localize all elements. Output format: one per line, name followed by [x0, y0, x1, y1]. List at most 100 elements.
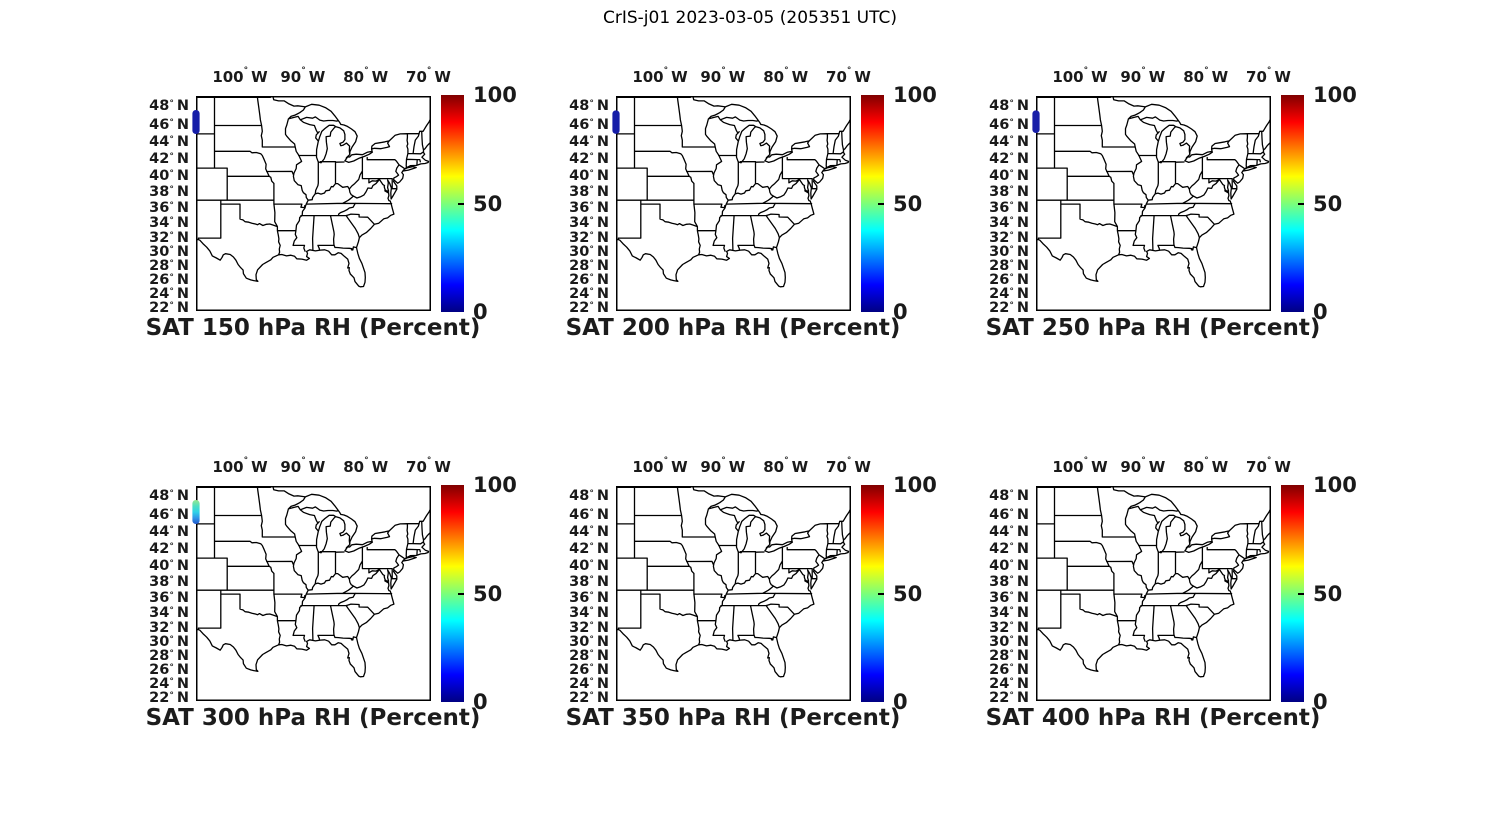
- map-frame: [616, 96, 851, 311]
- lat-tick-label: 24° N: [149, 676, 189, 693]
- lat-tick-label: 36° N: [569, 199, 609, 216]
- colorbar-label-100: 100: [473, 83, 517, 107]
- us-states-map: [192, 96, 431, 311]
- rh-data-swath: [1032, 110, 1040, 133]
- lon-tick-label: 80° W: [763, 456, 809, 476]
- lat-tick-label: 40° N: [989, 167, 1029, 184]
- colorbar-jet: [1281, 95, 1304, 312]
- lat-tick-label: 22° N: [569, 689, 609, 706]
- panel-title: SAT 250 hPa RH (Percent): [985, 315, 1321, 341]
- panel-title: SAT 200 hPa RH (Percent): [565, 315, 901, 341]
- us-states-map: [192, 486, 431, 701]
- colorbar-label-0: 0: [1313, 690, 1328, 714]
- lat-tick-label: 36° N: [149, 589, 189, 606]
- panel-sat-200hpa: 100° W 90° W 80° W 70° W 48° N 46° N 44° N 42° N 40° N 38°…: [566, 66, 937, 341]
- lat-tick-label: 32° N: [149, 229, 189, 246]
- lon-tick-label: 70° W: [826, 66, 871, 86]
- lon-tick-label: 90° W: [280, 456, 326, 476]
- lon-tick-label: 80° W: [763, 66, 809, 86]
- panel-sat-300hpa: 100° W 90° W 80° W 70° W 48° N 46° N 44° N 42° N 40° N 38°…: [146, 456, 517, 731]
- colorbar-label-0: 0: [893, 690, 908, 714]
- lat-tick-label: 48° N: [569, 98, 609, 115]
- lat-tick-label: 48° N: [989, 488, 1029, 505]
- lat-tick-label: 42° N: [989, 151, 1029, 168]
- colorbar-tick-50: [1298, 593, 1304, 595]
- lon-tick-label: 70° W: [826, 456, 871, 476]
- lon-tick-label: 80° W: [343, 456, 389, 476]
- lat-tick-label: 36° N: [989, 199, 1029, 216]
- lat-tick-label: 22° N: [149, 689, 189, 706]
- lat-tick-label: 42° N: [149, 541, 189, 558]
- colorbar-label-50: 50: [893, 191, 923, 216]
- lon-tick-label: 100° W: [212, 66, 268, 86]
- lat-tick-label: 30° N: [149, 244, 189, 261]
- panel-title: SAT 400 hPa RH (Percent): [985, 705, 1321, 731]
- colorbar-label-0: 0: [473, 690, 488, 714]
- lat-tick-label: 28° N: [989, 648, 1029, 665]
- lat-tick-label: 38° N: [149, 573, 189, 590]
- lat-tick-label: 24° N: [989, 286, 1029, 303]
- lat-tick-label: 42° N: [989, 541, 1029, 558]
- lat-tick-label: 34° N: [569, 604, 609, 621]
- lat-tick-label: 46° N: [149, 506, 189, 523]
- colorbar-label-0: 0: [893, 300, 908, 324]
- lat-tick-label: 42° N: [569, 151, 609, 168]
- lat-tick-label: 24° N: [149, 286, 189, 303]
- lat-tick-label: 38° N: [149, 183, 189, 200]
- lon-tick-label: 100° W: [1052, 66, 1108, 86]
- colorbar-jet: [441, 95, 464, 312]
- lon-tick-label: 90° W: [700, 66, 746, 86]
- lat-tick-label: 34° N: [989, 604, 1029, 621]
- lat-tick-label: 40° N: [149, 557, 189, 574]
- panel-sat-150hpa: 100° W 90° W 80° W 70° W 48° N 46° N 44° N 42° N 40° N 38°…: [146, 66, 517, 341]
- colorbar-label-50: 50: [1313, 191, 1343, 216]
- lon-tick-label: 70° W: [1246, 456, 1291, 476]
- lat-tick-label: 34° N: [149, 604, 189, 621]
- lat-tick-label: 40° N: [149, 167, 189, 184]
- colorbar-tick-50: [878, 593, 884, 595]
- us-states-map: [1032, 96, 1271, 311]
- lat-tick-label: 46° N: [569, 506, 609, 523]
- rh-data-swath: [612, 110, 620, 134]
- lon-tick-label: 70° W: [406, 66, 451, 86]
- lat-tick-label: 22° N: [149, 299, 189, 316]
- lat-tick-label: 40° N: [569, 557, 609, 574]
- lat-tick-label: 24° N: [989, 676, 1029, 693]
- lat-tick-label: 30° N: [989, 634, 1029, 651]
- lat-tick-label: 32° N: [149, 619, 189, 636]
- colorbar-jet: [861, 95, 884, 312]
- lat-tick-label: 26° N: [989, 272, 1029, 289]
- lat-tick-label: 30° N: [989, 244, 1029, 261]
- colorbar-label-100: 100: [473, 473, 517, 497]
- colorbar-tick-50: [458, 203, 464, 205]
- lat-tick-label: 24° N: [569, 286, 609, 303]
- lat-tick-label: 46° N: [989, 116, 1029, 133]
- lat-tick-label: 30° N: [149, 634, 189, 651]
- lat-tick-label: 42° N: [569, 541, 609, 558]
- lat-tick-label: 42° N: [149, 151, 189, 168]
- lat-tick-label: 22° N: [989, 299, 1029, 316]
- panel-title: SAT 150 hPa RH (Percent): [145, 315, 481, 341]
- map-frame: [196, 96, 431, 311]
- lat-tick-label: 26° N: [149, 272, 189, 289]
- map-frame: [1036, 486, 1271, 701]
- lat-tick-label: 44° N: [569, 134, 609, 151]
- lon-tick-label: 80° W: [1183, 456, 1229, 476]
- lon-tick-label: 70° W: [406, 456, 451, 476]
- lat-tick-label: 32° N: [989, 229, 1029, 246]
- lat-tick-label: 28° N: [569, 258, 609, 275]
- panel-sat-400hpa: 100° W 90° W 80° W 70° W 48° N 46° N 44° N 42° N 40° N 38°…: [986, 456, 1357, 731]
- lat-tick-label: 38° N: [989, 573, 1029, 590]
- lat-tick-label: 26° N: [569, 272, 609, 289]
- lon-tick-label: 80° W: [343, 66, 389, 86]
- lat-tick-label: 44° N: [149, 524, 189, 541]
- colorbar-label-50: 50: [1313, 581, 1343, 606]
- lat-tick-label: 38° N: [569, 183, 609, 200]
- panel-sat-350hpa: 100° W 90° W 80° W 70° W 48° N 46° N 44° N 42° N 40° N 38°…: [566, 456, 937, 731]
- colorbar-jet: [441, 485, 464, 702]
- lon-tick-label: 100° W: [632, 66, 688, 86]
- lon-tick-label: 90° W: [1120, 456, 1166, 476]
- lat-tick-label: 38° N: [569, 573, 609, 590]
- rh-data-swath: [192, 500, 200, 524]
- lat-tick-label: 36° N: [149, 199, 189, 216]
